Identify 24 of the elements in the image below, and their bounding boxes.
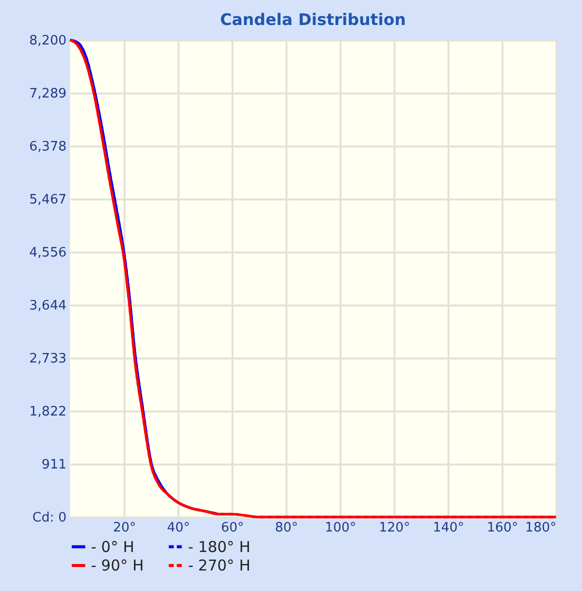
x-tick-label: 20° [112, 520, 136, 536]
chart-title: Candela Distribution [220, 10, 406, 29]
y-tick-label: 2,733 [29, 352, 66, 367]
y-tick-label: Cd: 0 [32, 510, 66, 526]
legend-label: - 180° H [188, 538, 250, 556]
x-tick-label: 60° [220, 520, 244, 536]
legend-label: - 270° H [188, 556, 250, 574]
y-tick-label: 4,556 [29, 245, 66, 260]
x-tick-label: 120° [378, 520, 410, 536]
y-tick-label: 6,378 [29, 139, 66, 154]
y-tick-label: 911 [42, 458, 66, 473]
y-tick-label: 1,822 [29, 404, 66, 420]
y-tick-label: 7,289 [29, 86, 66, 102]
x-tick-label: 160° [486, 520, 518, 536]
x-tick-label: 80° [274, 520, 298, 536]
legend-label: - 90° H [91, 556, 144, 574]
x-tick-label: 140° [432, 520, 464, 536]
x-tick-label: 100° [324, 520, 356, 536]
y-tick-label: 5,467 [29, 192, 66, 208]
x-tick-label: 180° [525, 520, 556, 536]
y-tick-label: 8,200 [29, 34, 66, 48]
y-tick-label: 3,644 [29, 298, 66, 314]
legend-label: - 0° H [91, 538, 134, 556]
x-tick-label: 40° [166, 520, 190, 536]
